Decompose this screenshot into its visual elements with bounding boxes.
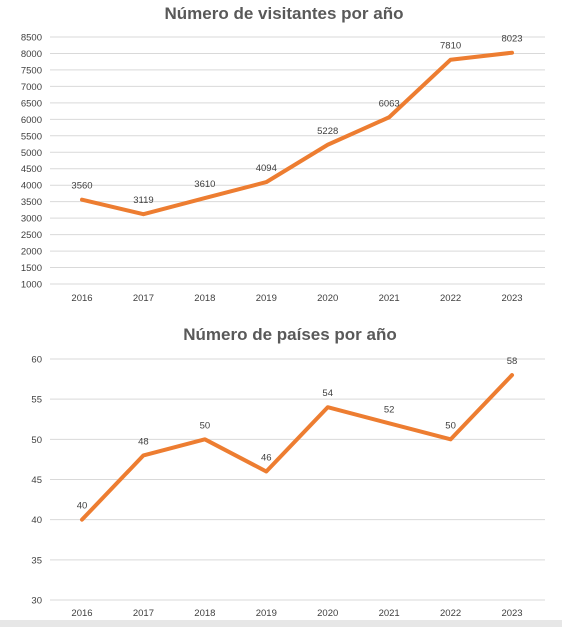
data-label: 52: [384, 404, 395, 415]
x-tick-label: 2021: [379, 608, 400, 619]
data-label: 48: [138, 436, 149, 447]
y-tick-label: 30: [31, 596, 42, 607]
x-tick-label: 2020: [317, 608, 338, 619]
x-tick-label: 2022: [440, 608, 461, 619]
data-label: 6063: [379, 98, 400, 109]
y-tick-label: 4500: [21, 164, 42, 175]
y-tick-label: 7500: [21, 65, 42, 76]
y-tick-label: 2500: [21, 230, 42, 241]
x-tick-label: 2018: [194, 293, 215, 304]
x-tick-label: 2018: [194, 608, 215, 619]
y-tick-label: 1000: [21, 280, 42, 291]
y-tick-label: 1500: [21, 263, 42, 274]
y-tick-label: 8500: [21, 33, 42, 44]
y-tick-label: 5500: [21, 131, 42, 142]
data-label: 7810: [440, 41, 461, 52]
visitors-chart: Número de visitantes por año 1000 1500 200…: [21, 4, 545, 304]
x-tick-label: 2022: [440, 293, 461, 304]
x-tick-label: 2017: [133, 608, 154, 619]
data-label: 5228: [317, 126, 338, 137]
data-label: 58: [507, 356, 518, 367]
y-tick-label: 35: [31, 555, 42, 566]
chart-title: Número de países por año: [183, 325, 397, 344]
bottom-strip: [0, 620, 562, 627]
x-tick-label: 2021: [379, 293, 400, 304]
x-tick-label: 2016: [71, 608, 92, 619]
y-tick-label: 40: [31, 515, 42, 526]
y-tick-label: 4000: [21, 181, 42, 192]
x-tick-label: 2023: [501, 293, 522, 304]
x-tick-label: 2019: [256, 608, 277, 619]
y-tick-label: 50: [31, 435, 42, 446]
y-tick-label: 6500: [21, 98, 42, 109]
data-label: 46: [261, 452, 272, 463]
y-tick-label: 60: [31, 355, 42, 366]
y-tick-label: 3500: [21, 197, 42, 208]
x-tick-label: 2017: [133, 293, 154, 304]
data-label: 50: [445, 420, 456, 431]
data-label: 4094: [256, 163, 277, 174]
data-label: 3610: [194, 179, 215, 190]
x-tick-label: 2023: [501, 608, 522, 619]
y-tick-label: 2000: [21, 247, 42, 258]
data-label: 3560: [71, 181, 92, 192]
series-line: [80, 50, 515, 217]
chart-title: Número de visitantes por año: [165, 4, 404, 23]
data-label: 8023: [501, 34, 522, 45]
y-tick-label: 55: [31, 395, 42, 406]
data-label: 50: [200, 420, 211, 431]
data-label: 54: [322, 388, 333, 399]
countries-chart: Número de países por año 30 35 40 45 50 55 60 2…: [31, 325, 545, 619]
y-tick-label: 3000: [21, 214, 42, 225]
y-tick-label: 8000: [21, 49, 42, 60]
data-label: 40: [77, 501, 88, 512]
x-tick-label: 2016: [71, 293, 92, 304]
x-tick-label: 2020: [317, 293, 338, 304]
y-tick-label: 5000: [21, 148, 42, 159]
series-line: [80, 373, 515, 522]
x-tick-label: 2019: [256, 293, 277, 304]
y-tick-label: 7000: [21, 82, 42, 93]
data-label: 3119: [133, 195, 153, 206]
y-tick-label: 6000: [21, 115, 42, 126]
y-tick-label: 45: [31, 475, 42, 486]
